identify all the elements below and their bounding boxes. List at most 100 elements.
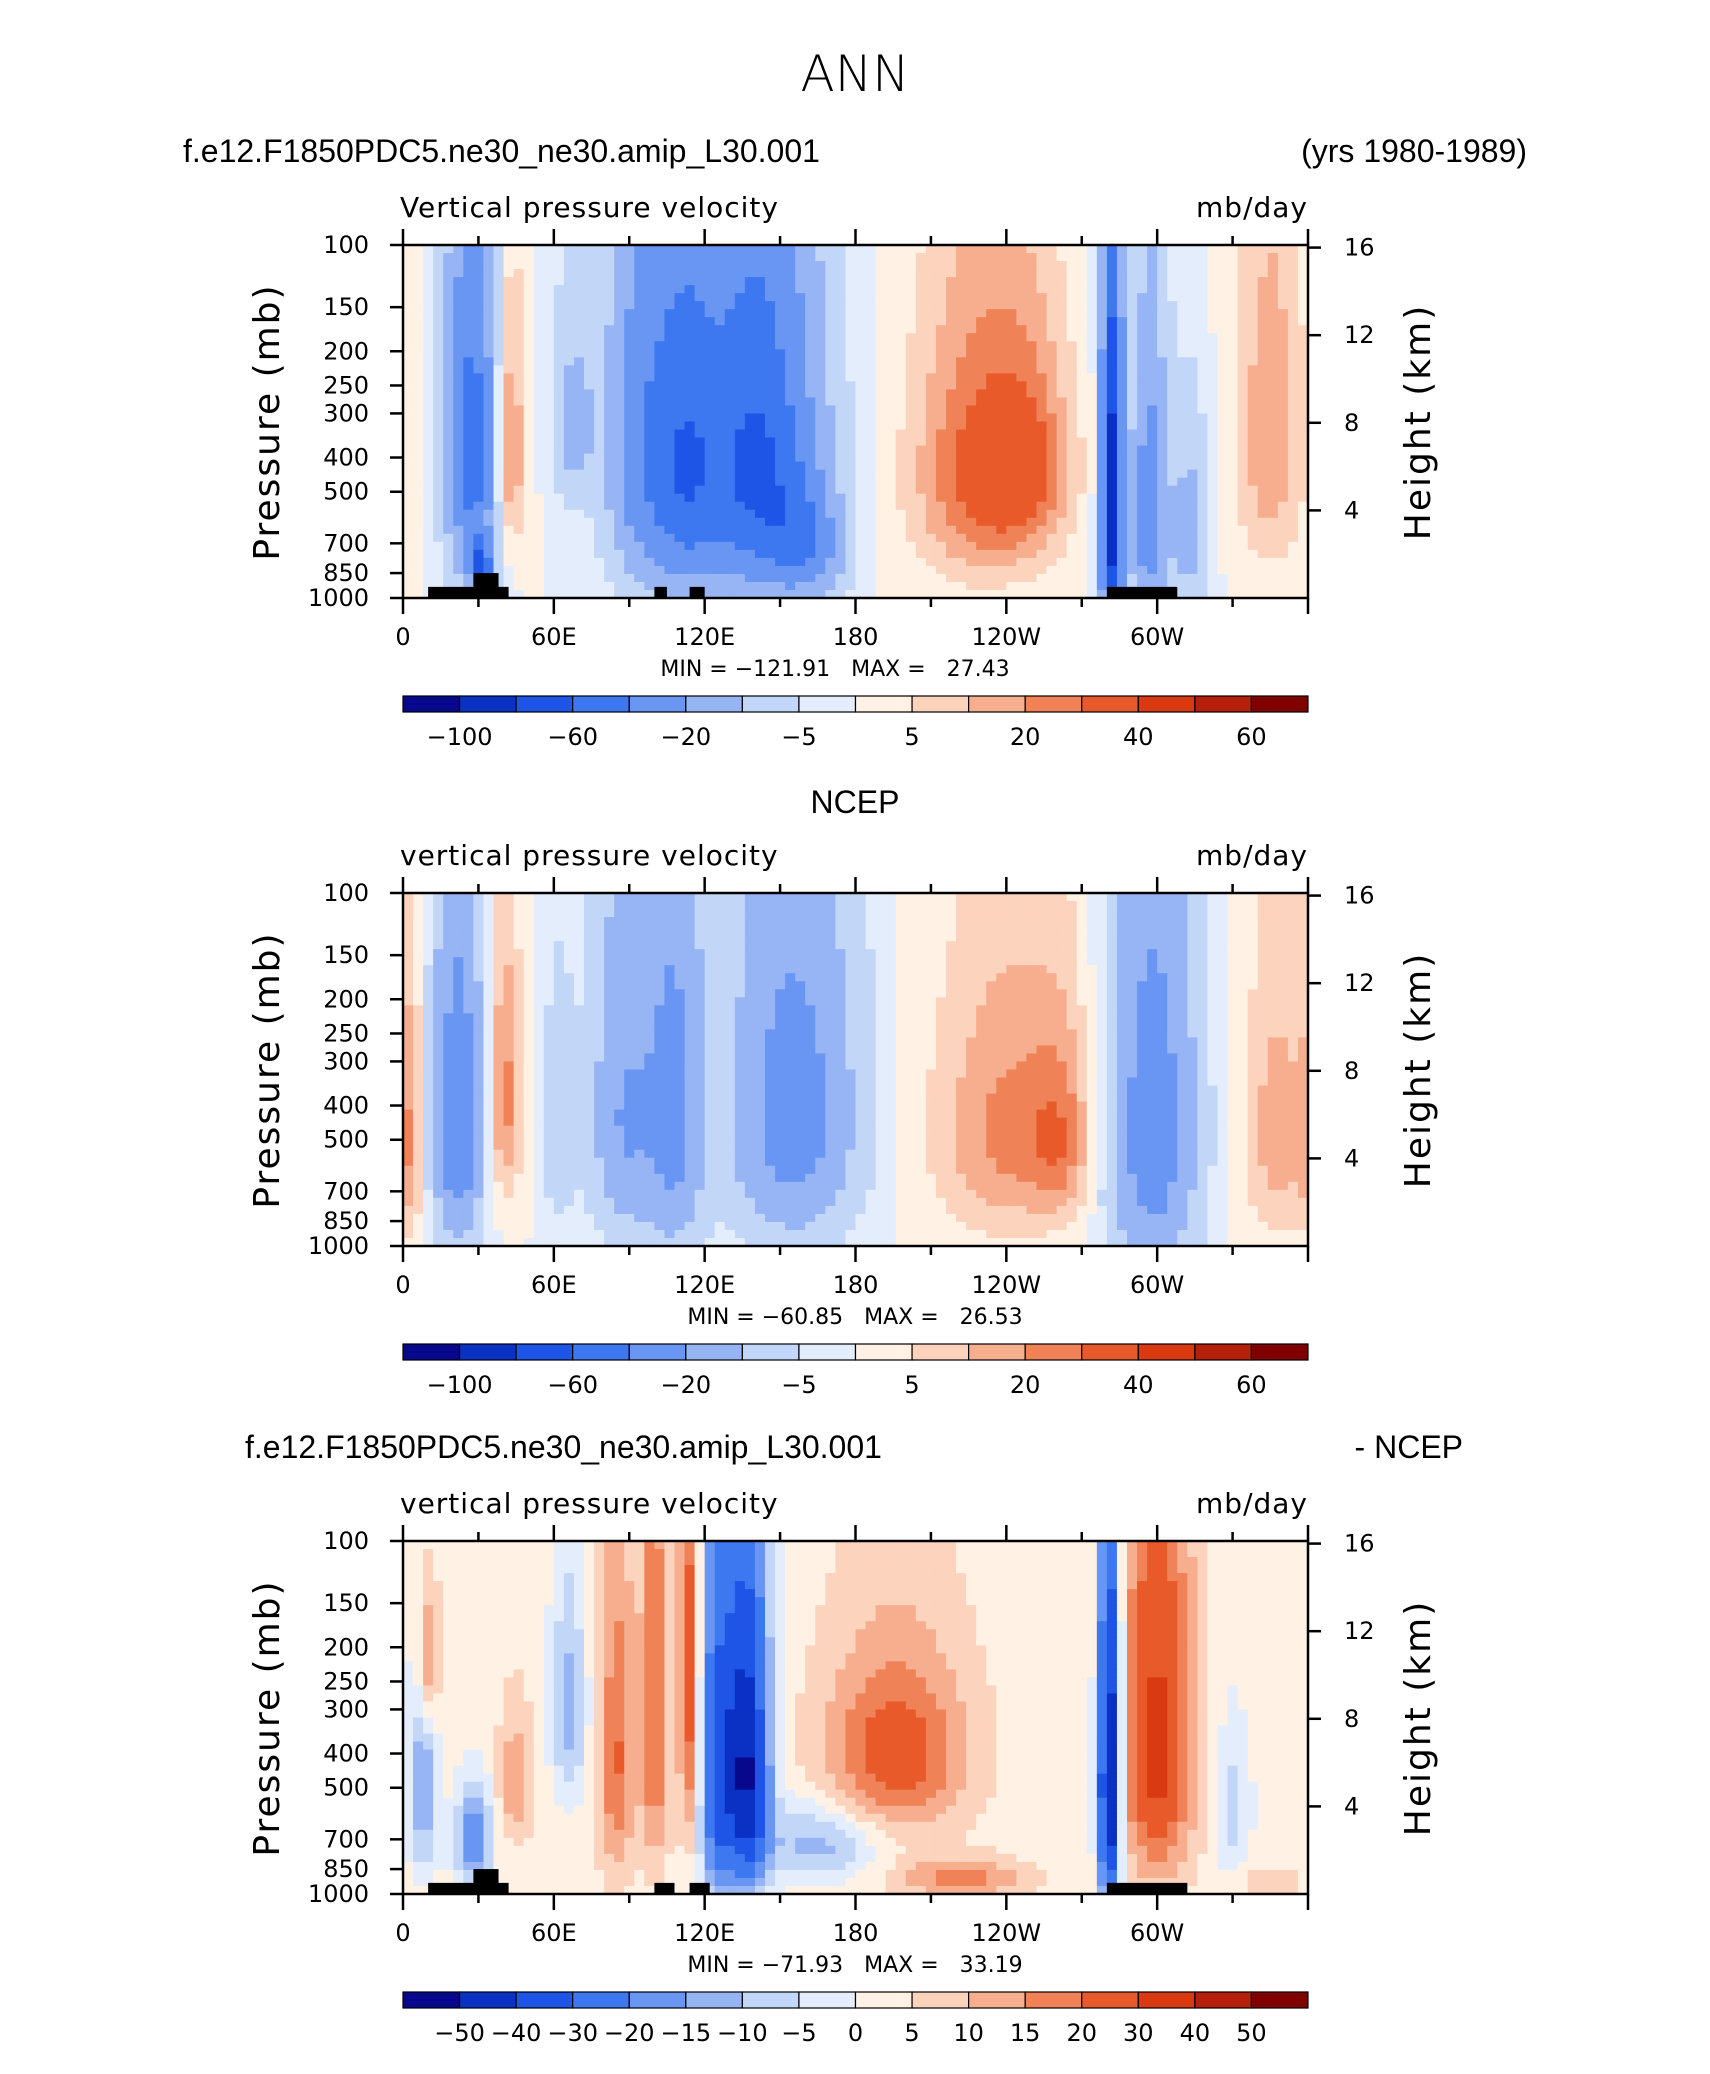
field-cell — [1087, 566, 1098, 575]
field-cell — [433, 534, 444, 543]
field-cell — [765, 301, 776, 310]
field-cell — [664, 430, 675, 439]
field-cell — [675, 261, 686, 270]
field-cell — [1147, 550, 1158, 559]
field-cell — [725, 277, 736, 286]
field-cell — [483, 277, 494, 286]
field-cell — [976, 333, 987, 342]
field-cell — [644, 582, 655, 591]
field-cell — [423, 566, 434, 575]
field-cell — [504, 269, 515, 278]
field-cell — [1006, 502, 1017, 511]
field-cell — [534, 957, 545, 966]
field-cell — [1117, 317, 1128, 326]
field-cell — [1147, 534, 1158, 543]
field-cell — [654, 389, 665, 398]
field-cell — [765, 486, 776, 495]
field-cell — [453, 486, 464, 495]
field-cell — [805, 470, 816, 479]
field-cell — [1067, 478, 1078, 487]
field-cell — [1268, 357, 1279, 366]
field-cell — [785, 558, 796, 567]
field-cell — [675, 582, 686, 591]
field-cell — [1026, 430, 1037, 439]
field-cell — [856, 341, 867, 350]
field-cell — [504, 357, 515, 366]
field-cell — [1197, 285, 1208, 294]
field-cell — [765, 582, 776, 591]
field-cell — [1288, 389, 1299, 398]
field-cell — [996, 422, 1007, 431]
field-cell — [514, 317, 525, 326]
field-cell — [483, 893, 494, 902]
field-cell — [453, 349, 464, 358]
field-cell — [845, 438, 856, 447]
field-cell — [1137, 534, 1148, 543]
field-cell — [1117, 550, 1128, 559]
y-tick-label: 850 — [323, 559, 369, 587]
field-cell — [986, 454, 997, 463]
field-cell — [896, 413, 907, 422]
field-cell — [835, 941, 846, 950]
field-cell — [946, 478, 957, 487]
field-cell — [735, 925, 746, 934]
field-cell — [433, 949, 444, 958]
field-cell — [1167, 430, 1178, 439]
field-cell — [1238, 518, 1249, 527]
field-cell — [1047, 478, 1058, 487]
field-cell — [996, 486, 1007, 495]
field-cell — [463, 397, 474, 406]
field-cell — [1278, 526, 1289, 535]
field-cell — [574, 357, 585, 366]
field-cell — [1187, 413, 1198, 422]
field-cell — [755, 542, 766, 551]
field-cell — [443, 566, 454, 575]
field-cell — [1197, 901, 1208, 910]
field-cell — [715, 494, 726, 503]
field-cell — [1057, 365, 1068, 374]
field-cell — [1258, 949, 1269, 958]
field-cell — [745, 486, 756, 495]
field-cell — [1238, 470, 1249, 479]
field-cell — [765, 909, 776, 918]
field-cell — [1248, 422, 1259, 431]
field-cell — [805, 341, 816, 350]
field-cell — [564, 510, 575, 519]
field-cell — [1117, 430, 1128, 439]
field-cell — [443, 397, 454, 406]
field-cell — [765, 470, 776, 479]
field-cell — [986, 494, 997, 503]
field-cell — [1026, 965, 1037, 974]
field-cell — [594, 309, 605, 318]
field-cell — [835, 341, 846, 350]
field-cell — [654, 973, 665, 982]
field-cell — [976, 317, 987, 326]
field-cell — [1097, 893, 1108, 902]
field-cell — [966, 269, 977, 278]
colorbar-label: 40 — [1123, 723, 1154, 751]
field-cell — [584, 269, 595, 278]
field-cell — [1288, 454, 1299, 463]
field-cell — [1258, 510, 1269, 519]
field-cell — [956, 462, 967, 471]
field-cell — [1047, 413, 1058, 422]
field-cell — [835, 901, 846, 910]
field-cell — [936, 422, 947, 431]
field-cell — [1288, 325, 1299, 334]
field-cell — [906, 957, 917, 966]
field-cell — [1228, 253, 1239, 262]
field-cell — [1117, 277, 1128, 286]
field-cell — [1197, 542, 1208, 551]
field-cell — [1288, 405, 1299, 414]
field-cell — [815, 478, 826, 487]
field-cell — [745, 534, 756, 543]
field-cell — [926, 494, 937, 503]
field-cell — [544, 462, 555, 471]
field-cell — [1026, 486, 1037, 495]
field-cell — [1177, 397, 1188, 406]
field-cell — [564, 341, 575, 350]
field-cell — [1087, 909, 1098, 918]
field-cell — [956, 941, 967, 950]
field-cell — [534, 470, 545, 479]
field-cell — [634, 261, 645, 270]
